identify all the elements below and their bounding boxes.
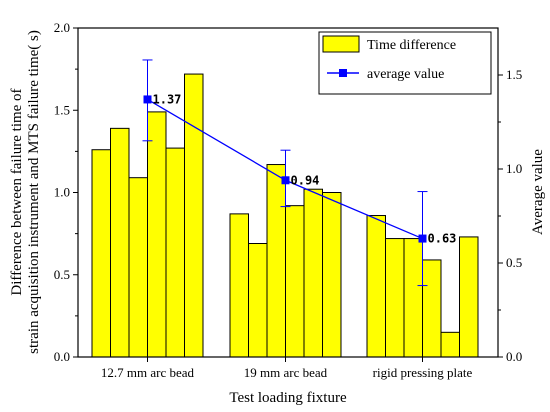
right-tick-label: 0.5 (506, 255, 522, 270)
bar-layer (91, 73, 479, 358)
right-axis-title: Average value (530, 149, 546, 235)
average-marker-2 (281, 176, 290, 185)
average-data-label-1: 1.37 (153, 92, 182, 106)
average-marker-1 (143, 95, 152, 104)
bar-3-2 (385, 238, 405, 358)
bar-2-4 (285, 205, 305, 358)
bar-2-3 (266, 164, 286, 358)
bar-2-6 (322, 192, 342, 358)
legend-bar-swatch (322, 35, 360, 53)
bar-1-1 (91, 149, 111, 358)
left-axis-title-line1: Difference between failure time of (9, 88, 25, 295)
category-label-2: 19 mm arc bead (244, 365, 328, 380)
average-data-label-3: 0.63 (428, 232, 457, 246)
left-tick-label: 1.0 (54, 185, 70, 200)
bar-2-5 (303, 188, 323, 358)
bar-1-4 (147, 111, 167, 358)
left-tick-label: 0.0 (54, 349, 70, 364)
bar-1-5 (165, 147, 185, 358)
bar-3-3 (403, 238, 423, 358)
legend-label-average-value: average value (367, 67, 444, 82)
right-tick-label: 0.0 (506, 349, 522, 364)
bar-3-1 (366, 215, 386, 358)
legend-marker-swatch (339, 69, 347, 77)
category-label-3: rigid pressing plate (373, 365, 473, 380)
average-marker-3 (418, 234, 427, 243)
x-axis-title: Test loading fixture (229, 390, 347, 406)
right-tick-label: 1.5 (506, 67, 522, 82)
bar-1-3 (128, 177, 148, 358)
left-tick-label: 2.0 (54, 20, 70, 35)
legend-label-time-difference: Time difference (367, 38, 456, 53)
bar-1-2 (110, 127, 130, 358)
bar-2-1 (229, 213, 249, 358)
left-tick-label: 1.5 (54, 102, 70, 117)
legend: Time difference average value (318, 31, 492, 95)
bar-2-2 (248, 243, 268, 358)
bar-3-4 (422, 259, 442, 358)
bar-3-6 (459, 236, 479, 358)
bar-1-6 (184, 73, 204, 358)
left-axis-ticks: 0.0 0.5 1.0 1.5 2.0 (54, 20, 78, 364)
average-data-label-2: 0.94 (291, 173, 320, 187)
right-tick-label: 1.0 (506, 161, 522, 176)
category-label-1: 12.7 mm arc bead (101, 365, 195, 380)
right-axis-ticks: 0.0 0.5 1.0 1.5 (498, 67, 522, 364)
left-tick-label: 0.5 (54, 267, 70, 282)
left-axis-title-line2: strain acquisition instrument and MTS fa… (26, 30, 42, 354)
category-labels: 12.7 mm arc bead 19 mm arc bead rigid pres… (101, 357, 473, 380)
bar-3-5 (440, 331, 460, 358)
average-line-layer: 1.37 0.94 0.63 (143, 92, 457, 246)
